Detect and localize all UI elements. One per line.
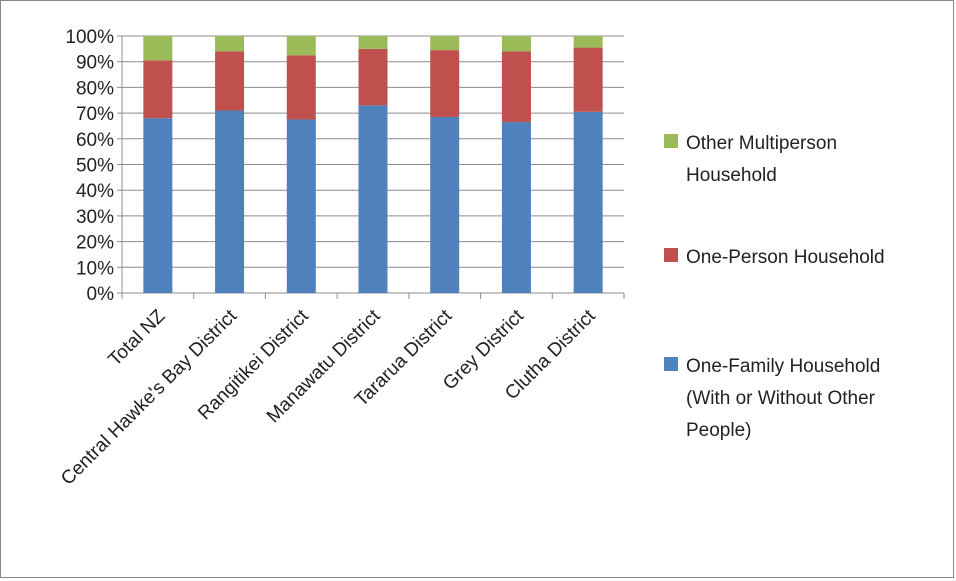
y-tick-label: 60%: [76, 130, 114, 151]
bar-segment: [143, 118, 173, 294]
bar-segment: [358, 105, 388, 293]
bar-segment: [143, 36, 173, 61]
bar-segment: [430, 116, 460, 293]
y-tick-label: 90%: [76, 53, 114, 74]
bar-segment: [286, 55, 316, 120]
legend-swatch: [664, 248, 678, 262]
bar-segment: [358, 48, 388, 106]
bar-segment: [501, 122, 531, 293]
legend-label: Household: [686, 165, 777, 186]
bar-segment: [573, 111, 603, 293]
legend-label: Other Multiperson: [686, 133, 837, 154]
y-tick-label: 0%: [87, 284, 115, 305]
bar-segment: [215, 51, 245, 111]
legend-swatch: [664, 134, 678, 148]
y-tick-label: 70%: [76, 104, 114, 125]
bar-segment: [573, 47, 603, 112]
y-tick-label: 50%: [76, 156, 114, 177]
y-tick-label: 40%: [76, 181, 114, 202]
legend-label: People): [686, 420, 752, 441]
bar-segment: [286, 119, 316, 294]
bar-segment: [358, 36, 388, 49]
y-tick-label: 80%: [76, 78, 114, 99]
bar-segment: [430, 50, 460, 117]
legend-label: One-Family Household: [686, 356, 880, 377]
x-category-label: Total NZ: [105, 305, 170, 370]
y-tick-label: 10%: [76, 258, 114, 279]
legend-swatch: [664, 357, 678, 371]
bar-segment: [501, 36, 531, 52]
y-tick-label: 30%: [76, 207, 114, 228]
bar-segment: [430, 36, 460, 51]
bar-segment: [501, 51, 531, 123]
bar-segment: [143, 60, 173, 119]
bar-segment: [573, 36, 603, 48]
y-tick-label: 20%: [76, 233, 114, 254]
legend-label: (With or Without Other: [686, 388, 876, 409]
bar-segment: [286, 36, 316, 56]
legend-label: One-Person Household: [686, 247, 885, 268]
y-tick-label: 100%: [65, 27, 114, 48]
bar-segment: [215, 36, 245, 52]
bar-segment: [215, 110, 245, 293]
